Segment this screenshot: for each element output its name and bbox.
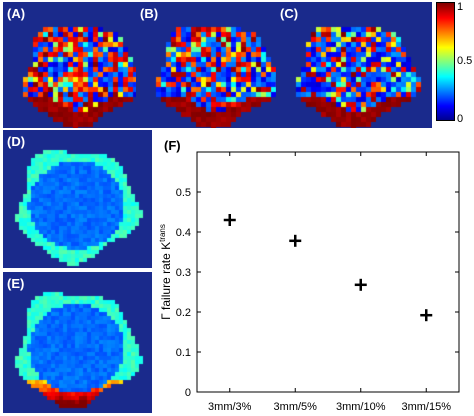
data-point-plus — [420, 309, 433, 322]
panel-label-c: (C) — [280, 6, 299, 21]
ktrans-map-image-d — [3, 130, 152, 268]
panel-label-f: (F) — [164, 138, 181, 153]
data-points — [223, 214, 433, 322]
failure-rate-chart: 00.10.20.30.40.5 3mm/3% 3mm/5% 3mm/10% 3mm/… — [158, 151, 460, 413]
gamma-map-image-b — [136, 2, 292, 128]
gamma-map-panel-c: (C) — [276, 2, 432, 128]
ktrans-map-image-e — [3, 272, 152, 413]
data-point-plus — [289, 234, 302, 247]
y-axis-label-main: Γ failure rate K — [159, 242, 173, 320]
ktrans-map-panel-d: (D) — [3, 130, 152, 268]
x-axis-ticks: 3mm/3% 3mm/5% 3mm/10% 3mm/15% — [208, 152, 451, 413]
gamma-map-panel-a: (A) — [3, 2, 153, 128]
gamma-map-image-c — [276, 2, 432, 128]
panel-label-d: (D) — [7, 134, 26, 149]
panel-label-b: (B) — [140, 6, 159, 21]
panel-label-e: (E) — [7, 276, 25, 291]
colorbar — [436, 2, 455, 121]
ktrans-map-panel-e: (E) — [3, 272, 152, 413]
gamma-map-image-a — [3, 2, 153, 128]
y-tick-label: 0 — [185, 387, 191, 399]
panel-label-a: (A) — [7, 6, 26, 21]
x-tick-label: 3mm/15% — [401, 401, 451, 413]
y-tick-label: 0.3 — [176, 267, 191, 279]
y-tick-label: 0.5 — [176, 187, 191, 199]
data-point-plus — [354, 278, 367, 291]
failure-rate-chart-panel: (F) 0 0.1 0.2 0.3 0.4 0.5 3mm/3% 3mm/5% 3mm/10%… — [154, 130, 474, 416]
data-point-plus — [223, 214, 236, 226]
x-tick-label: 3mm/3% — [208, 401, 252, 413]
x-tick-label: 3mm/10% — [336, 401, 386, 413]
colorbar-tick-max: 1 — [457, 1, 464, 13]
x-tick-label: 3mm/5% — [274, 401, 318, 413]
plot-area-frame — [196, 151, 460, 393]
y-axis-ticks: 0 0.1 0.2 0.3 0.4 0.5 — [176, 187, 459, 399]
y-axis-label-superscript: trans — [158, 224, 167, 242]
gamma-map-panel-b: (B) — [136, 2, 292, 128]
y-tick-label: 0.2 — [176, 307, 191, 319]
y-tick-label: 0.1 — [176, 347, 191, 359]
colorbar-tick-min: 0 — [457, 113, 464, 125]
colorbar-tick-mid: 0.5 — [457, 55, 473, 67]
y-axis-label: Γ failure rate Ktrans — [158, 224, 173, 320]
y-tick-label: 0.4 — [176, 227, 191, 239]
